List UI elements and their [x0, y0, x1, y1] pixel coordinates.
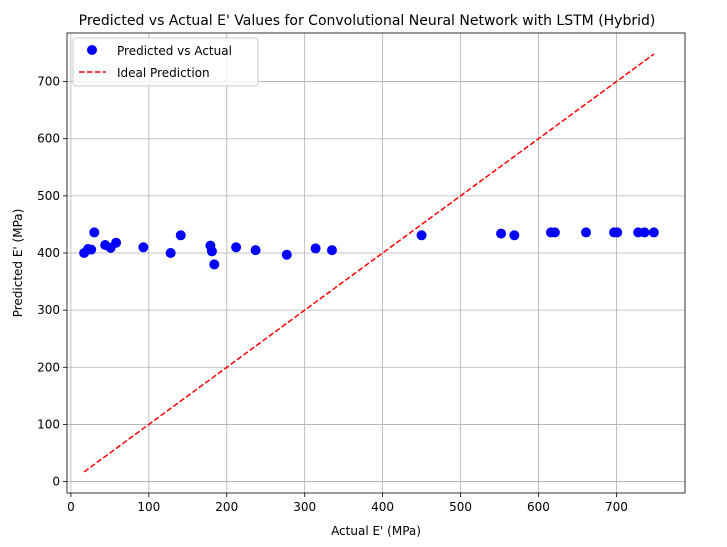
data-point — [250, 245, 261, 256]
legend-label-scatter: Predicted vs Actual — [117, 44, 232, 58]
data-point — [89, 227, 100, 238]
data-point — [549, 227, 560, 238]
data-point — [496, 228, 507, 239]
ticks: 0 100 200 300 400 500 600 700 0 100 200 300 400 500 60… — [37, 75, 628, 514]
data-point — [206, 246, 217, 257]
y-tick-label: 500 — [37, 189, 60, 203]
plot-frame — [66, 32, 686, 494]
y-tick-label: 600 — [37, 132, 60, 146]
y-axis-label: Predicted E' (MPa) — [11, 209, 25, 318]
data-point — [648, 227, 659, 238]
x-tick-label: 0 — [67, 500, 75, 514]
y-tick-label: 0 — [52, 475, 60, 489]
data-point — [111, 237, 122, 248]
data-point — [209, 259, 220, 270]
chart-title: Predicted vs Actual E' Values for Convol… — [79, 13, 656, 29]
legend-marker-scatter — [87, 45, 97, 55]
data-point — [310, 243, 321, 254]
x-tick-label: 200 — [215, 500, 238, 514]
data-point — [416, 230, 427, 241]
x-tick-label: 400 — [371, 500, 394, 514]
data-point — [326, 245, 337, 256]
data-point — [281, 249, 292, 260]
y-tick-label: 700 — [37, 75, 60, 89]
x-axis-label: Actual E' (MPa) — [331, 524, 421, 538]
x-tick-label: 700 — [605, 500, 628, 514]
legend-box — [72, 37, 259, 87]
data-point — [581, 227, 592, 238]
data-point — [86, 244, 97, 255]
data-point — [165, 248, 176, 258]
legend-label-line: Ideal Prediction — [117, 66, 210, 80]
y-tick-label: 200 — [37, 360, 60, 374]
data-point — [138, 242, 149, 253]
x-tick-label: 300 — [293, 500, 316, 514]
x-tick-label: 500 — [449, 500, 472, 514]
grid — [67, 33, 685, 493]
y-tick-label: 100 — [37, 417, 60, 431]
data-point — [639, 227, 650, 238]
data-point — [509, 230, 520, 241]
x-tick-label: 600 — [527, 500, 550, 514]
y-tick-label: 300 — [37, 303, 60, 317]
data-point — [231, 242, 242, 253]
legend: Predicted vs Actual Ideal Prediction — [72, 37, 259, 87]
plot-series — [79, 53, 659, 473]
data-point — [175, 230, 186, 241]
data-point — [612, 227, 623, 238]
x-tick-label: 100 — [137, 500, 160, 514]
y-tick-label: 400 — [37, 246, 60, 260]
ideal-prediction-line — [83, 53, 655, 473]
